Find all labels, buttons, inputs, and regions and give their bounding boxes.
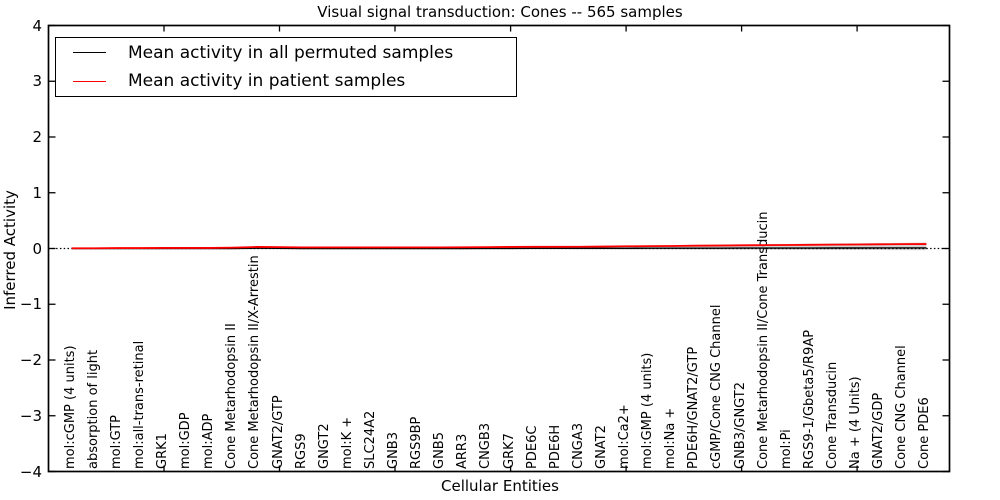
y-tick-label: 3 [32, 72, 42, 91]
y-tick-label: 0 [32, 239, 42, 258]
y-tick-label: −3 [19, 406, 42, 425]
y-tick-label: 4 [32, 16, 42, 35]
y-tick-label: −4 [19, 462, 42, 481]
legend-line-permuted-icon [73, 52, 106, 54]
y-tick-label: −1 [19, 295, 42, 314]
legend-item-patient: Mean activity in patient samples [56, 68, 516, 95]
y-tick-label: 1 [32, 183, 42, 202]
x-axis-label: Cellular Entities [441, 477, 559, 495]
chart-title: Visual signal transduction: Cones -- 565… [317, 3, 683, 21]
series-patient-line [71, 243, 927, 250]
legend: Mean activity in all permuted samples Me… [55, 37, 517, 97]
legend-label-patient: Mean activity in patient samples [128, 71, 406, 92]
y-tick-label: −2 [19, 351, 42, 369]
legend-item-permuted: Mean activity in all permuted samples [56, 39, 516, 66]
legend-line-patient-icon [73, 80, 106, 82]
y-tick-label: 2 [32, 128, 42, 146]
legend-label-permuted: Mean activity in all permuted samples [128, 42, 454, 63]
